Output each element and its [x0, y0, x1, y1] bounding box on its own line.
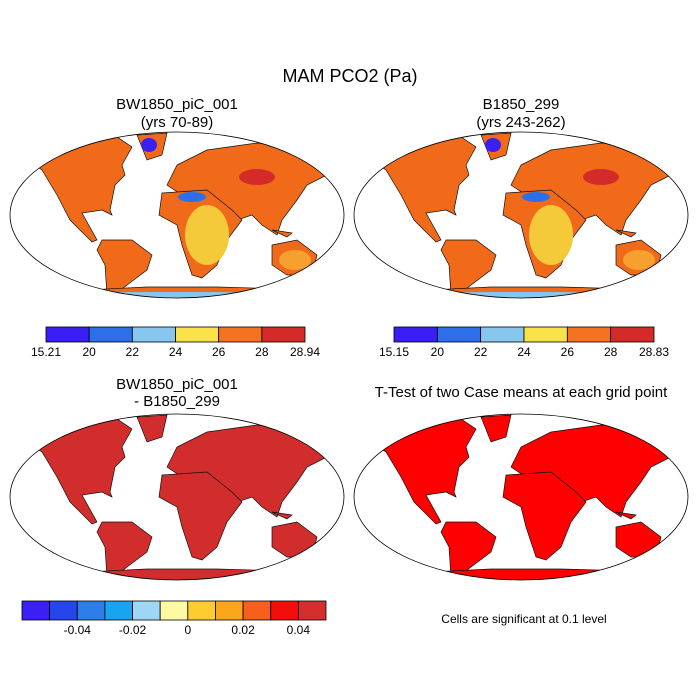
figure-title: MAM PCO2 (Pa): [282, 66, 417, 86]
map: [9, 413, 345, 581]
colorbar-label: 22: [474, 345, 488, 359]
panel-subtitle: - B1850_299: [134, 393, 220, 410]
colorbar-box: [131, 326, 176, 343]
panel-title: BW1850_piC_001: [116, 96, 238, 113]
colorbar-box: [610, 326, 655, 343]
colorbar-box: [218, 326, 263, 343]
colorbar-box: [297, 600, 327, 621]
panel-title: T-Test of two Case means at each grid po…: [375, 384, 668, 401]
colorbar-label: -0.04: [64, 623, 92, 637]
colorbar-box: [88, 326, 133, 343]
colorbar-label: 0.02: [231, 623, 255, 637]
panel-title: BW1850_piC_001: [116, 376, 238, 393]
colorbar-box: [132, 600, 161, 621]
colorbar-box: [523, 326, 568, 343]
colorbar-label: 20: [82, 345, 96, 359]
colorbar-box: [242, 600, 272, 621]
panel-subtitle: (yrs 243-262): [476, 114, 565, 131]
colorbar-label: 20: [431, 345, 445, 359]
colorbar-box: [436, 326, 482, 343]
colorbar-box: [175, 326, 220, 343]
colorbar-label: 0.04: [287, 623, 311, 637]
colorbar-label: 15.15: [379, 345, 409, 359]
panel-title: B1850_299: [483, 96, 560, 113]
colorbar-label: 28.83: [639, 345, 669, 359]
colorbar-box: [45, 326, 90, 343]
colorbar-label: 15.21: [31, 345, 61, 359]
colorbar-box: [21, 600, 51, 621]
colorbar-box: [104, 600, 133, 621]
note: Cells are significant at 0.1 level: [441, 612, 606, 626]
colorbar-box: [76, 600, 106, 621]
colorbar-box: [187, 600, 216, 621]
colorbar-label: 24: [169, 345, 183, 359]
colorbar-label: 0: [184, 623, 191, 637]
map: [353, 131, 689, 299]
colorbar-box: [159, 600, 189, 621]
colorbar-label: 28.94: [290, 345, 320, 359]
map: [9, 131, 345, 299]
colorbar-label: 26: [561, 345, 575, 359]
colorbar-box: [393, 326, 438, 343]
map: [353, 413, 689, 581]
colorbar-box: [49, 600, 78, 621]
colorbar-label: 28: [255, 345, 269, 359]
colorbar-label: -0.02: [119, 623, 147, 637]
colorbar-box: [566, 326, 612, 343]
colorbar-label: 22: [126, 345, 140, 359]
colorbar-box: [261, 326, 306, 343]
colorbar-box: [270, 600, 299, 621]
colorbar-label: 24: [517, 345, 531, 359]
colorbar-label: 26: [212, 345, 226, 359]
panel-subtitle: (yrs 70-89): [141, 114, 214, 131]
colorbar-label: 28: [604, 345, 618, 359]
colorbar-box: [215, 600, 244, 621]
colorbar-box: [480, 326, 525, 343]
